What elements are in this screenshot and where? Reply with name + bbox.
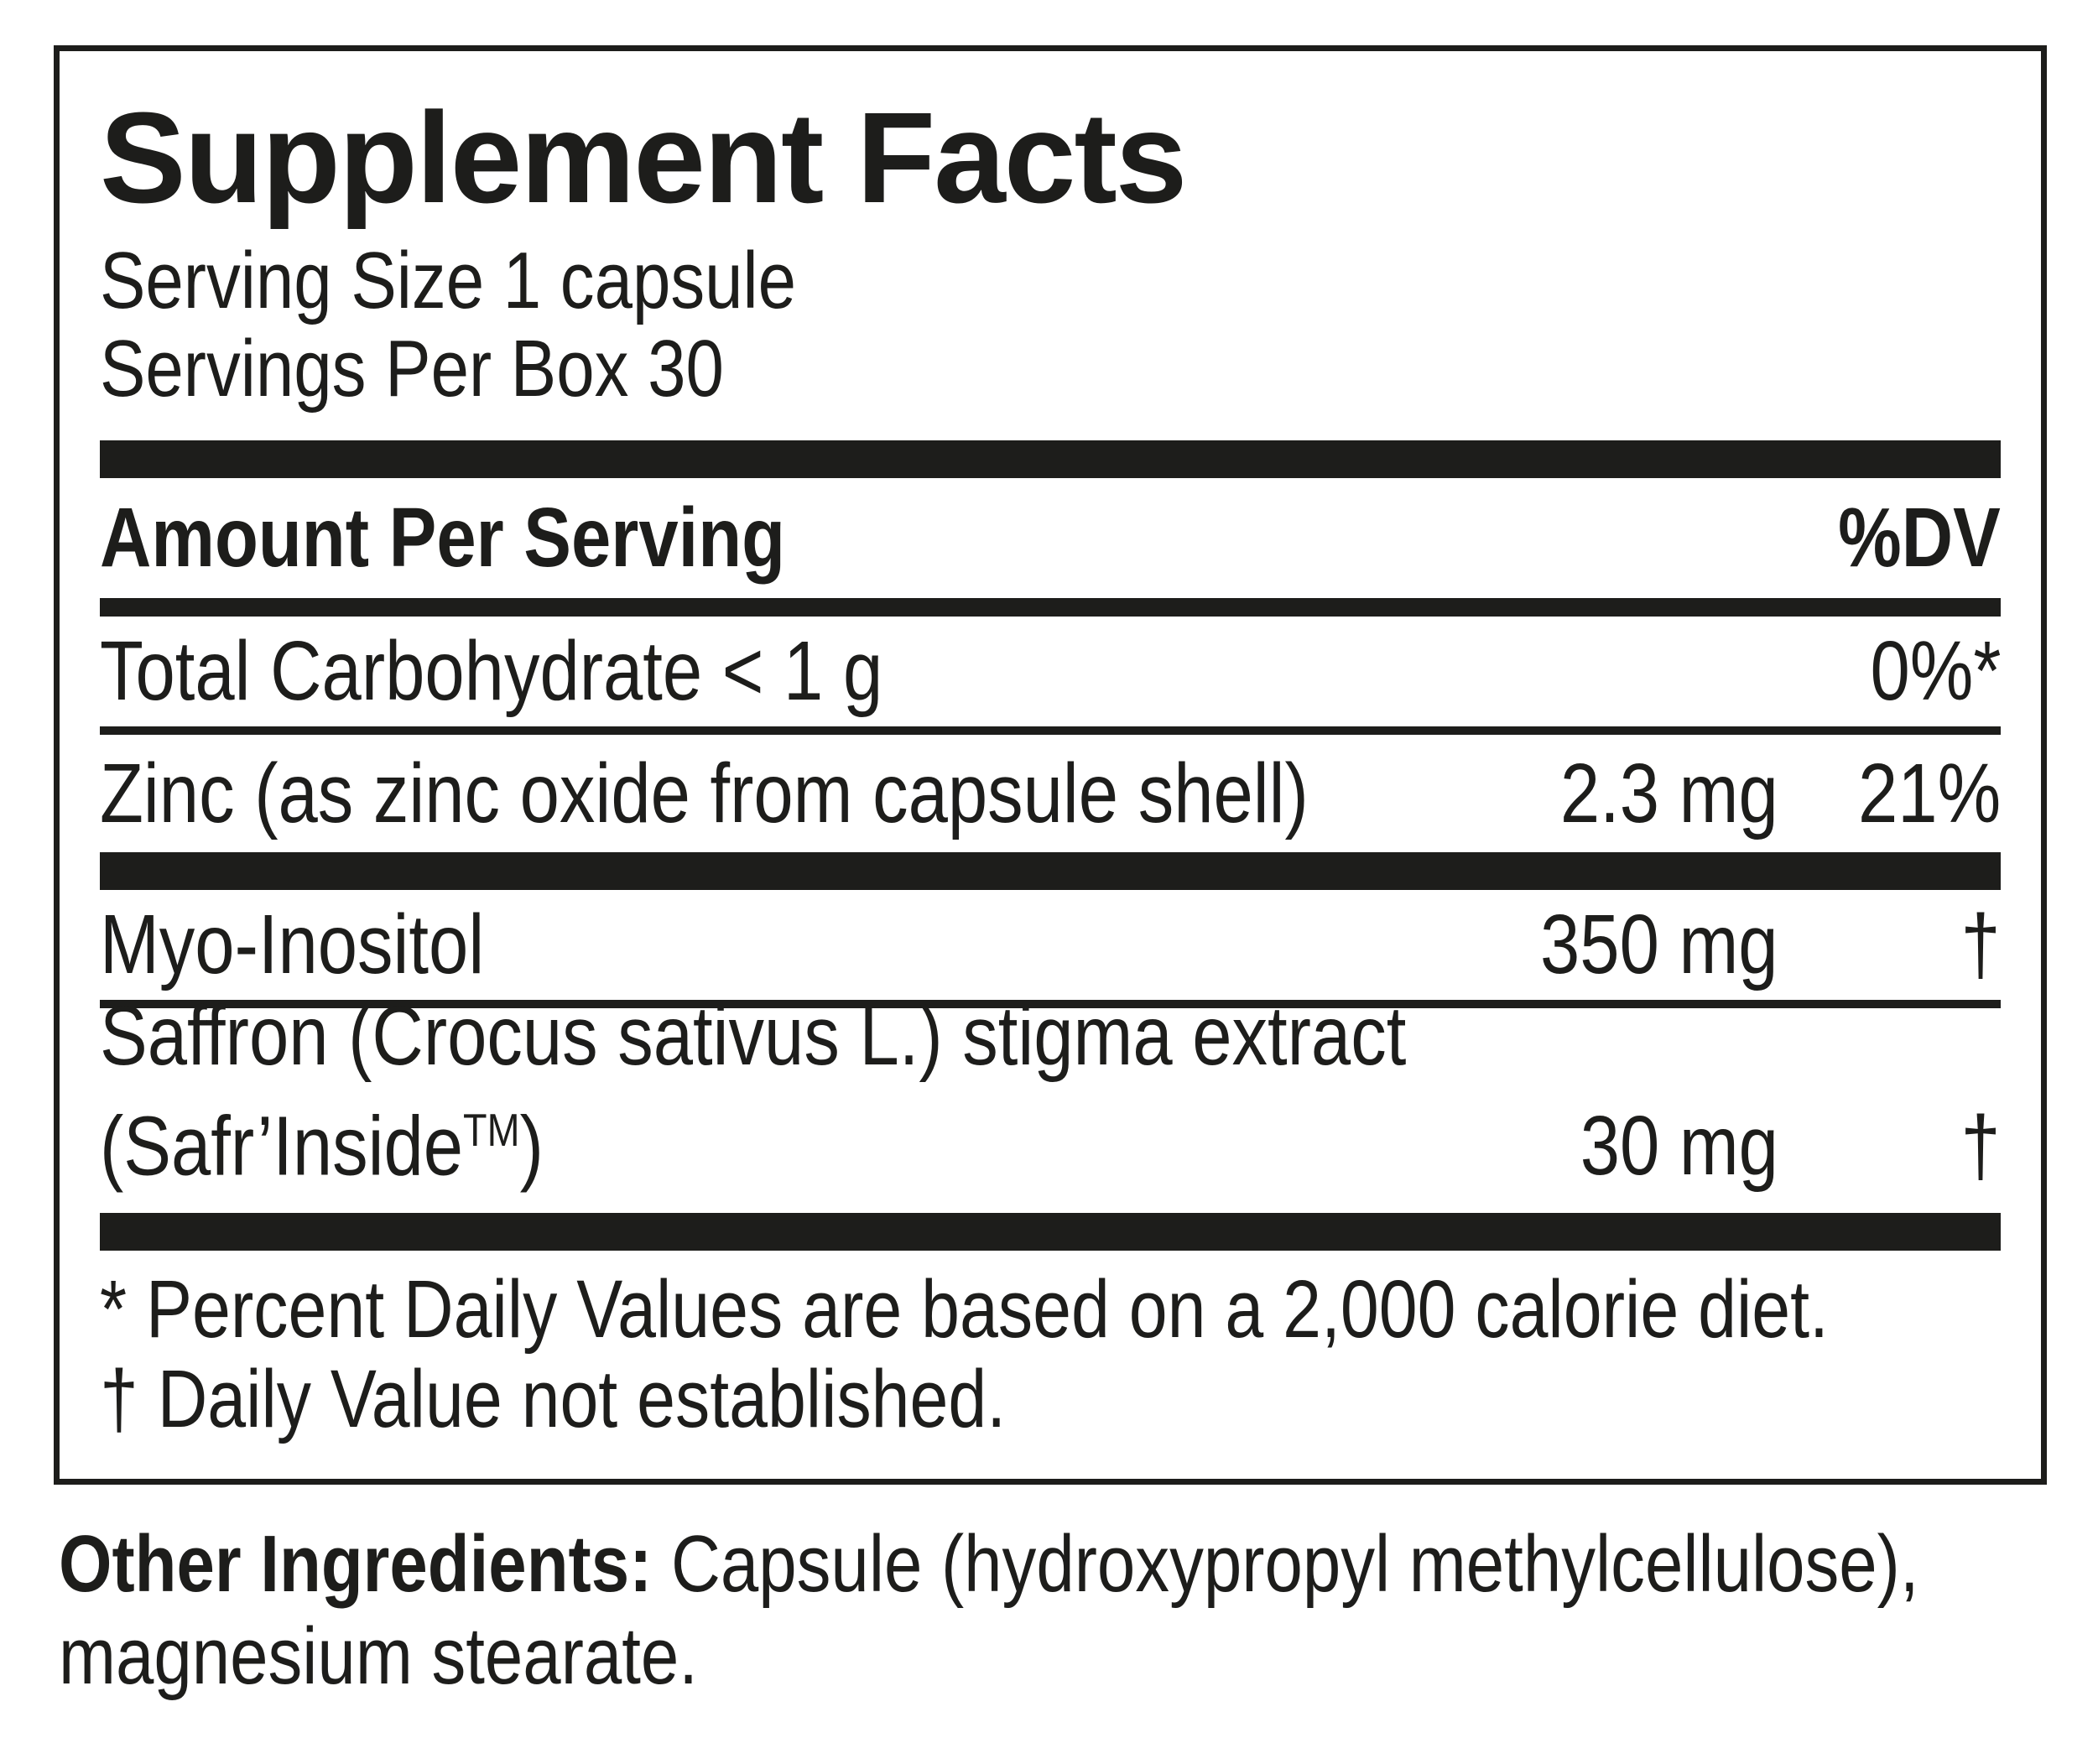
separator-bar-middle bbox=[100, 852, 2001, 890]
row-total-carbohydrate: Total Carbohydrate < 1 g 0%* bbox=[100, 617, 2001, 726]
nutrient-name: Saffron (Crocus sativus L.) stigma extra… bbox=[100, 989, 1426, 1193]
nutrient-dv: 0%* bbox=[1870, 624, 2001, 718]
nutrient-dv: † bbox=[1960, 1099, 2001, 1193]
separator-bar-bottom bbox=[100, 1213, 2001, 1251]
nutrient-name: Total Carbohydrate < 1 g bbox=[100, 624, 883, 718]
servings-per-box-line: Servings Per Box 30 bbox=[100, 325, 2001, 413]
serving-size-line: Serving Size 1 capsule bbox=[100, 237, 2001, 325]
footnotes: * Percent Daily Values are based on a 2,… bbox=[100, 1251, 2001, 1444]
footnote-percent-dv: * Percent Daily Values are based on a 2,… bbox=[100, 1263, 1829, 1355]
nutrient-amount bbox=[1426, 623, 1778, 720]
other-ingredients-text: Capsule (hydroxypropyl methylcellulose), bbox=[652, 1519, 1919, 1609]
nutrient-amount: 350 mg bbox=[1540, 898, 1778, 991]
nutrient-name-line-1: Saffron (Crocus sativus L.) stigma extra… bbox=[100, 988, 1407, 1083]
other-ingredients-line-1: Other Ingredients: Capsule (hydroxypropy… bbox=[59, 1518, 2098, 1610]
nutrient-name: Myo-Inositol bbox=[100, 898, 485, 991]
nutrient-amount: 2.3 mg bbox=[1560, 746, 1778, 840]
table-header-row: Amount Per Serving %DV bbox=[100, 478, 2001, 598]
amount-per-serving-header: Amount Per Serving bbox=[100, 491, 786, 585]
panel-title: Supplement Facts bbox=[100, 86, 1187, 230]
servings-per-box-text: Servings Per Box 30 bbox=[100, 324, 724, 414]
serving-info: Serving Size 1 capsule Servings Per Box … bbox=[100, 237, 2001, 413]
row-zinc: Zinc (as zinc oxide from capsule shell) … bbox=[100, 735, 2001, 852]
trademark-superscript: TM bbox=[463, 1103, 520, 1156]
nutrient-dv: 21% bbox=[1857, 746, 2001, 840]
row-myo-inositol: Myo-Inositol 350 mg † bbox=[100, 890, 2001, 1000]
footnote-dagger: † Daily Value not established. bbox=[100, 1353, 1007, 1444]
nutrient-name: Zinc (as zinc oxide from capsule shell) bbox=[100, 746, 1309, 840]
separator-bar-top bbox=[100, 440, 2001, 478]
other-ingredients-line-2: magnesium stearate. bbox=[59, 1611, 698, 1701]
serving-size-text: Serving Size 1 capsule bbox=[100, 236, 797, 325]
header-rule bbox=[100, 598, 2001, 617]
other-ingredients-label: Other Ingredients: bbox=[59, 1519, 653, 1609]
nutrient-dv: † bbox=[1960, 898, 2001, 991]
nutrient-name-line-2: (Safr’InsideTM) bbox=[100, 1099, 544, 1193]
supplement-facts-panel: Supplement Facts Serving Size 1 capsule … bbox=[54, 45, 2047, 1485]
row-rule-2 bbox=[100, 1000, 2001, 1008]
dv-header: %DV bbox=[1838, 491, 2001, 585]
other-ingredients: Other Ingredients: Capsule (hydroxypropy… bbox=[59, 1518, 2098, 1703]
row-rule-1 bbox=[100, 726, 2001, 735]
nutrient-amount: 30 mg bbox=[1580, 1099, 1778, 1193]
row-saffron-extract: Saffron (Crocus sativus L.) stigma extra… bbox=[100, 989, 2001, 1213]
